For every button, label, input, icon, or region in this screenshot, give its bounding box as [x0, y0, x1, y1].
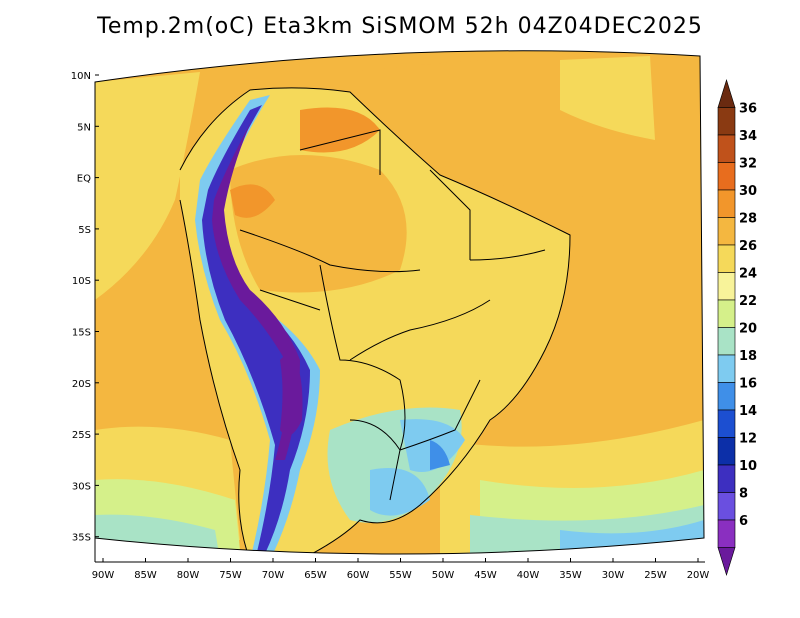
- colorbar-swatch: [717, 272, 736, 301]
- lon-label: 55W: [389, 570, 412, 581]
- lat-label: 20S: [72, 379, 91, 390]
- lon-label: 90W: [92, 570, 115, 581]
- longitude-labels: 90W 85W 80W 75W 70W 65W 60W 55W 50W 45W 40W 35W 30W 2…: [92, 558, 710, 581]
- lat-label: 5N: [77, 122, 91, 133]
- lat-label: 30S: [72, 481, 91, 492]
- colorbar-swatch: [717, 464, 736, 493]
- country-borders: [179, 87, 571, 554]
- colorbar-swatch: [717, 299, 736, 328]
- colorbar-label: 18: [739, 349, 757, 364]
- lat-label: EQ: [77, 174, 91, 185]
- colorbar-swatch: [717, 492, 736, 521]
- lon-label: 50W: [432, 570, 455, 581]
- colorbar-label: 24: [739, 267, 757, 282]
- colorbar-swatch: [717, 519, 736, 548]
- lon-label: 20W: [687, 570, 710, 581]
- map-frame: [94, 50, 705, 555]
- lon-label: 25W: [644, 570, 667, 581]
- colorbar-swatch: [717, 244, 736, 273]
- colorbar-label: 12: [739, 432, 757, 447]
- colorbar-label: 30: [739, 184, 757, 199]
- colorbar-swatch: [717, 547, 736, 577]
- lon-label: 60W: [347, 570, 370, 581]
- colorbar-swatch: [717, 189, 736, 218]
- colorbar-swatch: [717, 217, 736, 246]
- lon-label: 70W: [262, 570, 285, 581]
- colorbar-swatch: [717, 409, 736, 438]
- lat-label: 5S: [78, 225, 91, 236]
- lat-label: 15S: [72, 328, 91, 339]
- colorbar-label: 20: [739, 322, 757, 337]
- colorbar-label: 36: [739, 102, 757, 117]
- map-title: Temp.2m(oC) Eta3km SiSMOM 52h 04Z04DEC20…: [97, 14, 703, 39]
- lon-label: 35W: [559, 570, 582, 581]
- colorbar-label: 26: [739, 239, 757, 254]
- colorbar-swatch: [717, 354, 736, 383]
- colorbar-swatch: [717, 382, 736, 411]
- lat-label: 25S: [72, 430, 91, 441]
- colorbar: 36 34 32 30 28 26 24 22 20 18 16 14 12 10 8 6: [717, 78, 757, 577]
- colorbar-label: 16: [739, 377, 757, 392]
- lon-label: 65W: [304, 570, 327, 581]
- colorbar-swatch: [717, 437, 736, 466]
- colorbar-swatch: [717, 327, 736, 356]
- lat-label: 10S: [72, 276, 91, 287]
- lon-label: 75W: [219, 570, 242, 581]
- colorbar-label: 10: [739, 459, 757, 474]
- lon-label: 45W: [474, 570, 497, 581]
- colorbar-label: 34: [739, 129, 757, 144]
- lon-label: 80W: [177, 570, 200, 581]
- colorbar-label: 14: [739, 404, 757, 419]
- lon-label: 40W: [517, 570, 540, 581]
- latitude-labels: 10N 5N EQ 5S 10S 15S 20S 25S 30S 35S: [71, 71, 99, 544]
- colorbar-label: 6: [739, 514, 748, 529]
- colorbar-swatch: [717, 162, 736, 191]
- lon-label: 30W: [602, 570, 625, 581]
- lat-label: 35S: [72, 533, 91, 544]
- south-america: [180, 87, 570, 554]
- colorbar-label: 28: [739, 212, 757, 227]
- lon-label: 85W: [134, 570, 157, 581]
- colorbar-swatch: [717, 134, 736, 163]
- colorbar-swatch: [717, 107, 736, 136]
- colorbar-label: 32: [739, 157, 757, 172]
- lat-label: 10N: [71, 71, 91, 82]
- colorbar-swatch: [717, 78, 736, 108]
- colorbar-label: 22: [739, 294, 757, 309]
- colorbar-label: 8: [739, 487, 748, 502]
